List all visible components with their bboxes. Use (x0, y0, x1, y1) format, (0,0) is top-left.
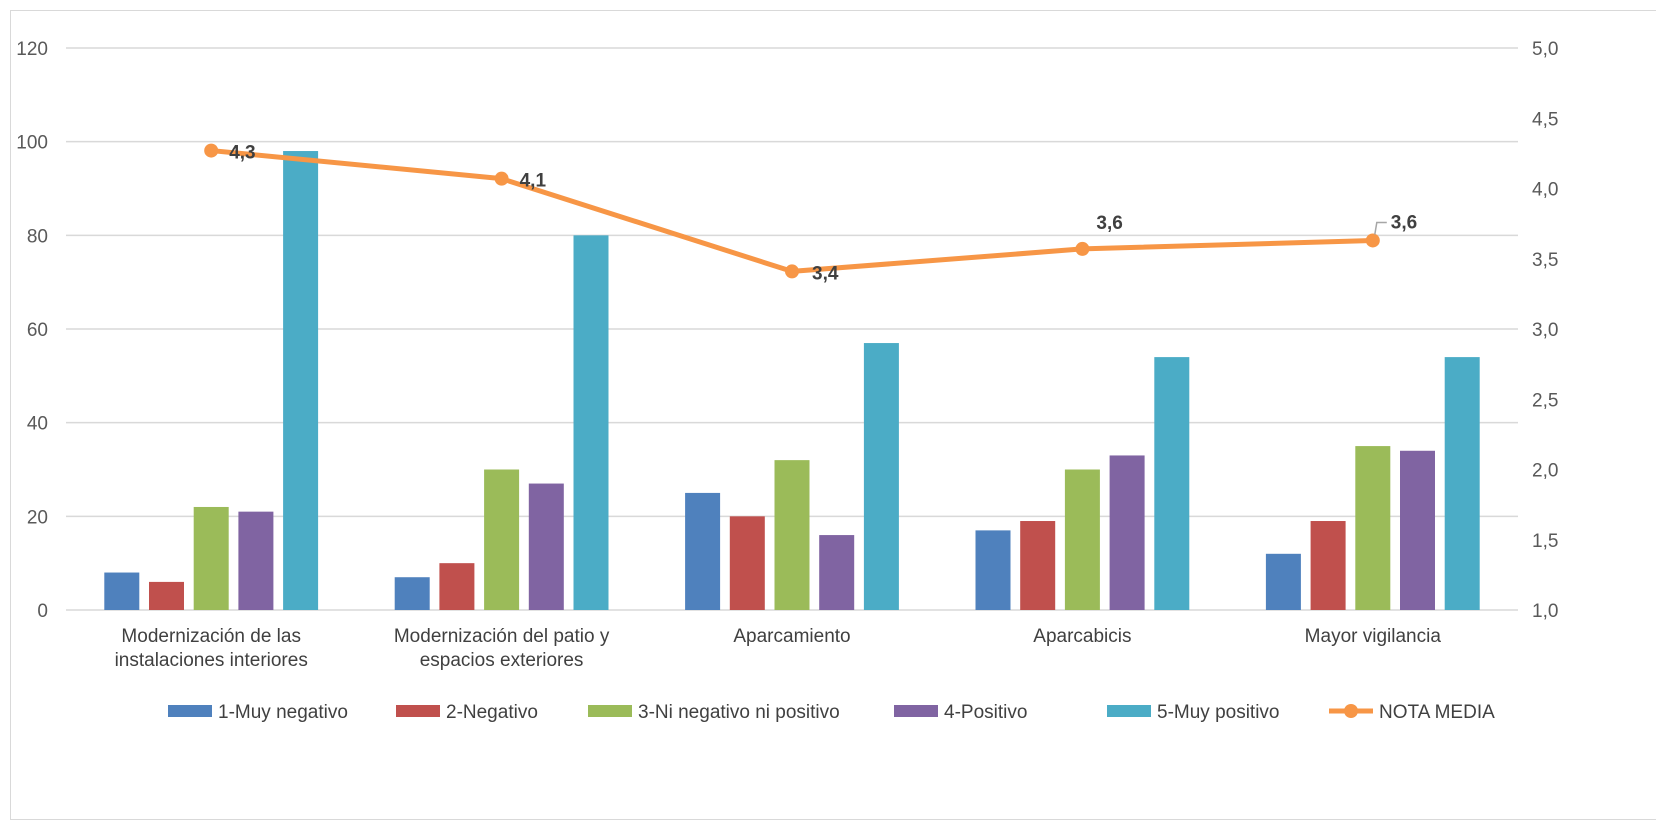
bar (774, 460, 810, 610)
legend-swatch (396, 705, 440, 717)
bar (193, 506, 229, 610)
bar (484, 469, 520, 610)
y-tick-label: 60 (27, 320, 48, 341)
line-point (785, 264, 799, 279)
bar (238, 511, 274, 610)
legend-swatch (1107, 705, 1151, 717)
bar (685, 492, 721, 610)
x-category-label: Modernización del patio y (394, 626, 610, 647)
x-category-label: Aparcabicis (1033, 626, 1131, 647)
y2-tick-label: 1,0 (1532, 601, 1558, 622)
x-category-label: Aparcamiento (733, 626, 850, 647)
bar (528, 483, 564, 610)
legend-label: 4-Positivo (944, 702, 1027, 723)
bar (283, 151, 319, 611)
y2-tick-label: 3,0 (1532, 320, 1558, 341)
y-tick-label: 0 (37, 601, 48, 622)
legend-label: 1-Muy negativo (218, 702, 348, 723)
y2-tick-label: 3,5 (1532, 250, 1558, 271)
y-tick-label: 80 (27, 226, 48, 247)
nota-media-polyline (208, 148, 1376, 274)
legend-label: 3-Ni negativo ni positivo (638, 702, 840, 723)
y-tick-label: 100 (16, 133, 48, 154)
y2-tick-label: 2,5 (1532, 390, 1558, 411)
y2-tick-label: 4,5 (1532, 109, 1558, 130)
bar (729, 516, 765, 610)
bar (573, 235, 609, 611)
bar (1355, 446, 1391, 610)
nota-media-line: 4,3 4,1 3,4 3,6 3,6 (204, 143, 1417, 284)
bars (104, 151, 1480, 611)
bar (1020, 521, 1056, 610)
line-point (494, 171, 509, 186)
y-tick-label: 40 (27, 414, 48, 435)
data-label: 4,1 (520, 171, 547, 192)
bar (104, 572, 140, 610)
legend-label: 5-Muy positivo (1157, 702, 1280, 723)
bar (863, 343, 899, 610)
bar (975, 530, 1011, 610)
bar (149, 581, 184, 610)
line-point (1075, 241, 1090, 256)
bar (819, 535, 855, 610)
data-label: 3,6 (1096, 213, 1122, 234)
y2-tick-label: 2,0 (1532, 461, 1558, 482)
line-point (204, 143, 219, 158)
line-point (1365, 233, 1380, 248)
data-label: 4,3 (229, 143, 255, 164)
data-label: 3,4 (812, 263, 839, 284)
x-category-label: Modernización de las (121, 626, 301, 647)
bar (1064, 469, 1100, 610)
bar (1400, 450, 1435, 610)
legend-swatch (894, 705, 938, 717)
bar (439, 563, 475, 610)
legend-swatch (168, 705, 212, 717)
y-tick-label: 20 (27, 507, 48, 528)
bar (394, 577, 430, 610)
axes: 0 20 40 60 80 100 120 1,0 1,5 2,0 2,5 3,0 3,5 4,0 4,5 5… (16, 39, 1558, 671)
legend-label: 2-Negativo (446, 702, 538, 723)
label-leader-line (1374, 221, 1387, 235)
bar (1310, 521, 1346, 610)
y2-tick-label: 5,0 (1532, 39, 1558, 60)
bar (1154, 357, 1190, 610)
y-tick-label: 120 (16, 39, 48, 60)
bar (1109, 455, 1145, 610)
bar (1444, 357, 1480, 610)
legend-marker (1344, 704, 1358, 718)
legend-label: NOTA MEDIA (1379, 702, 1495, 723)
x-category-label: espacios exteriores (420, 650, 584, 671)
x-category-label: instalaciones interiores (115, 650, 308, 671)
bar (1265, 553, 1301, 610)
legend: 1-Muy negativo 2-Negativo 3-Ni negativo ni… (168, 702, 1495, 723)
data-label: 3,6 (1391, 212, 1417, 233)
x-category-label: Mayor vigilancia (1305, 626, 1442, 647)
legend-swatch (588, 705, 632, 717)
y2-tick-label: 1,5 (1532, 531, 1558, 552)
y2-tick-label: 4,0 (1532, 180, 1558, 201)
